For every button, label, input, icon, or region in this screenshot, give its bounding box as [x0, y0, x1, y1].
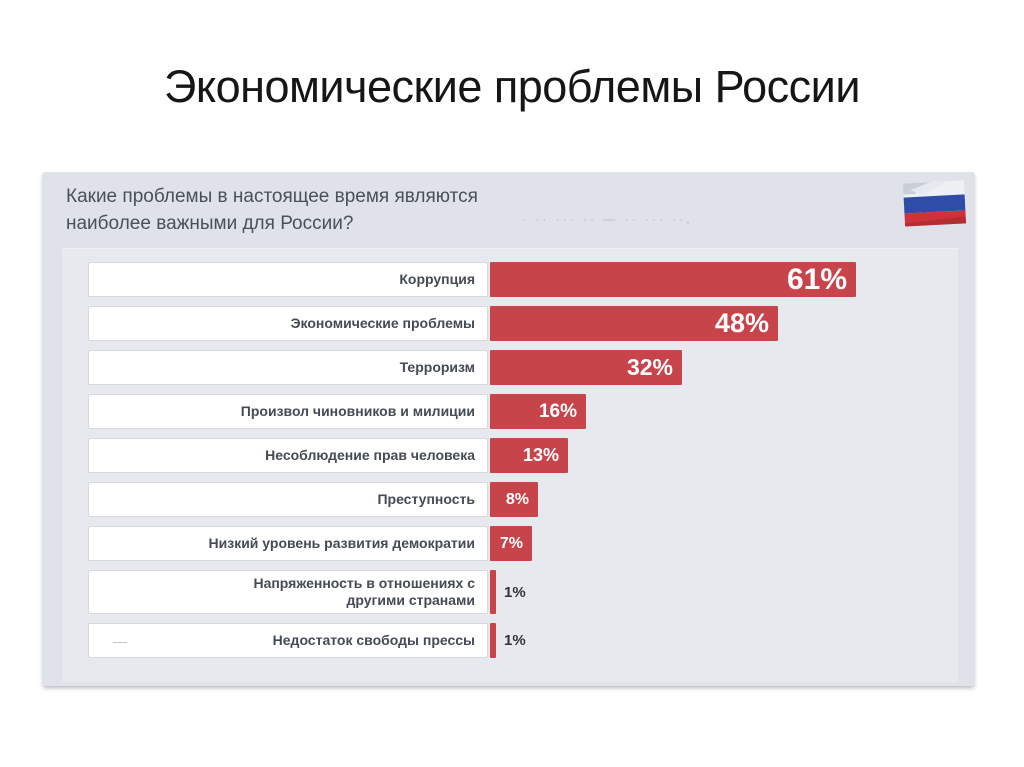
bar-row: Терроризм 32% [88, 350, 958, 385]
bar-label: Несоблюдение прав человека [265, 447, 475, 463]
bar-label: Коррупция [399, 271, 475, 287]
bar-row: Преступность 8% [88, 482, 958, 517]
bar: 61% [490, 262, 856, 297]
bar-row: — Недостаток свободы прессы 1% [88, 623, 958, 658]
question-line-2: наиболее важными для России? [66, 213, 354, 234]
bar: 13% [490, 438, 568, 473]
bar-label: Произвол чиновников и милиции [240, 403, 475, 419]
bar-label-box: Преступность [88, 482, 488, 517]
bar-zone: 8% [490, 482, 958, 517]
bar [490, 623, 496, 658]
bar-row: Несоблюдение прав человека 13% [88, 438, 958, 473]
chart-rows: Коррупция 61% Экономические проблемы 48% Тер… [62, 249, 958, 658]
page-title: Экономические проблемы России [164, 61, 860, 112]
bar-value: 1% [504, 632, 526, 649]
bar-value: 61% [786, 262, 847, 296]
bar-label-box: Низкий уровень развития демократии [88, 526, 488, 561]
bar-row: Произвол чиновников и милиции 16% [88, 394, 958, 429]
bar-label: Низкий уровень развития демократии [208, 535, 475, 551]
bar-label: Напряженность в отношениях с другими стра… [253, 575, 475, 608]
question-line-1: Какие проблемы в настоящее время являютс… [66, 186, 478, 207]
bar-row: Коррупция 61% [88, 262, 958, 297]
russia-flag-icon [901, 178, 967, 230]
bar-label: Преступность [377, 491, 475, 507]
bar-label-box: Несоблюдение прав человека [88, 438, 488, 473]
bar-value: 16% [538, 400, 577, 422]
bar: 16% [490, 394, 586, 429]
bar-label: Терроризм [399, 359, 475, 375]
bar-zone: 13% [490, 438, 958, 473]
bar-value: 48% [714, 308, 769, 338]
bar-row: Низкий уровень развития демократии 7% [88, 526, 958, 561]
faded-annotation: · ·· ··· ·· — ·· ··· ··, [522, 212, 693, 226]
survey-panel: Какие проблемы в настоящее время являютс… [42, 172, 975, 686]
bar-zone: 61% [490, 262, 958, 297]
bar: 7% [490, 526, 532, 561]
bar-value: 7% [499, 534, 523, 552]
chart-area: Коррупция 61% Экономические проблемы 48% Тер… [62, 248, 958, 682]
bar-zone: 1% [490, 570, 958, 614]
bar: 32% [490, 350, 682, 385]
bar-zone: 16% [490, 394, 958, 429]
bar-row: Напряженность в отношениях с другими стра… [88, 570, 958, 614]
bar-value: 32% [626, 354, 673, 380]
bar-zone: 7% [490, 526, 958, 561]
bar-label-box: Напряженность в отношениях с другими стра… [88, 570, 488, 614]
bar-label: Недостаток свободы прессы [272, 632, 475, 648]
bar-label-box: — Недостаток свободы прессы [88, 623, 488, 658]
bar: 48% [490, 306, 778, 341]
bar: 8% [490, 482, 538, 517]
question-text: Какие проблемы в настоящее время являютс… [66, 183, 646, 237]
bar-value: 13% [522, 445, 559, 465]
bar-zone: 1% [490, 623, 958, 658]
bar-label-box: Терроризм [88, 350, 488, 385]
bar-value: 1% [504, 583, 526, 601]
bar-label-box: Экономические проблемы [88, 306, 488, 341]
bar-label-box: Произвол чиновников и милиции [88, 394, 488, 429]
bar [490, 570, 496, 614]
bar-zone: 32% [490, 350, 958, 385]
bar-value: 8% [505, 490, 529, 508]
bar-label: Экономические проблемы [290, 315, 475, 331]
bar-row: Экономические проблемы 48% [88, 306, 958, 341]
russia-flag-svg [902, 179, 967, 227]
bar-label-box: Коррупция [88, 262, 488, 297]
artifact-dash: — [113, 632, 127, 649]
bar-zone: 48% [490, 306, 958, 341]
